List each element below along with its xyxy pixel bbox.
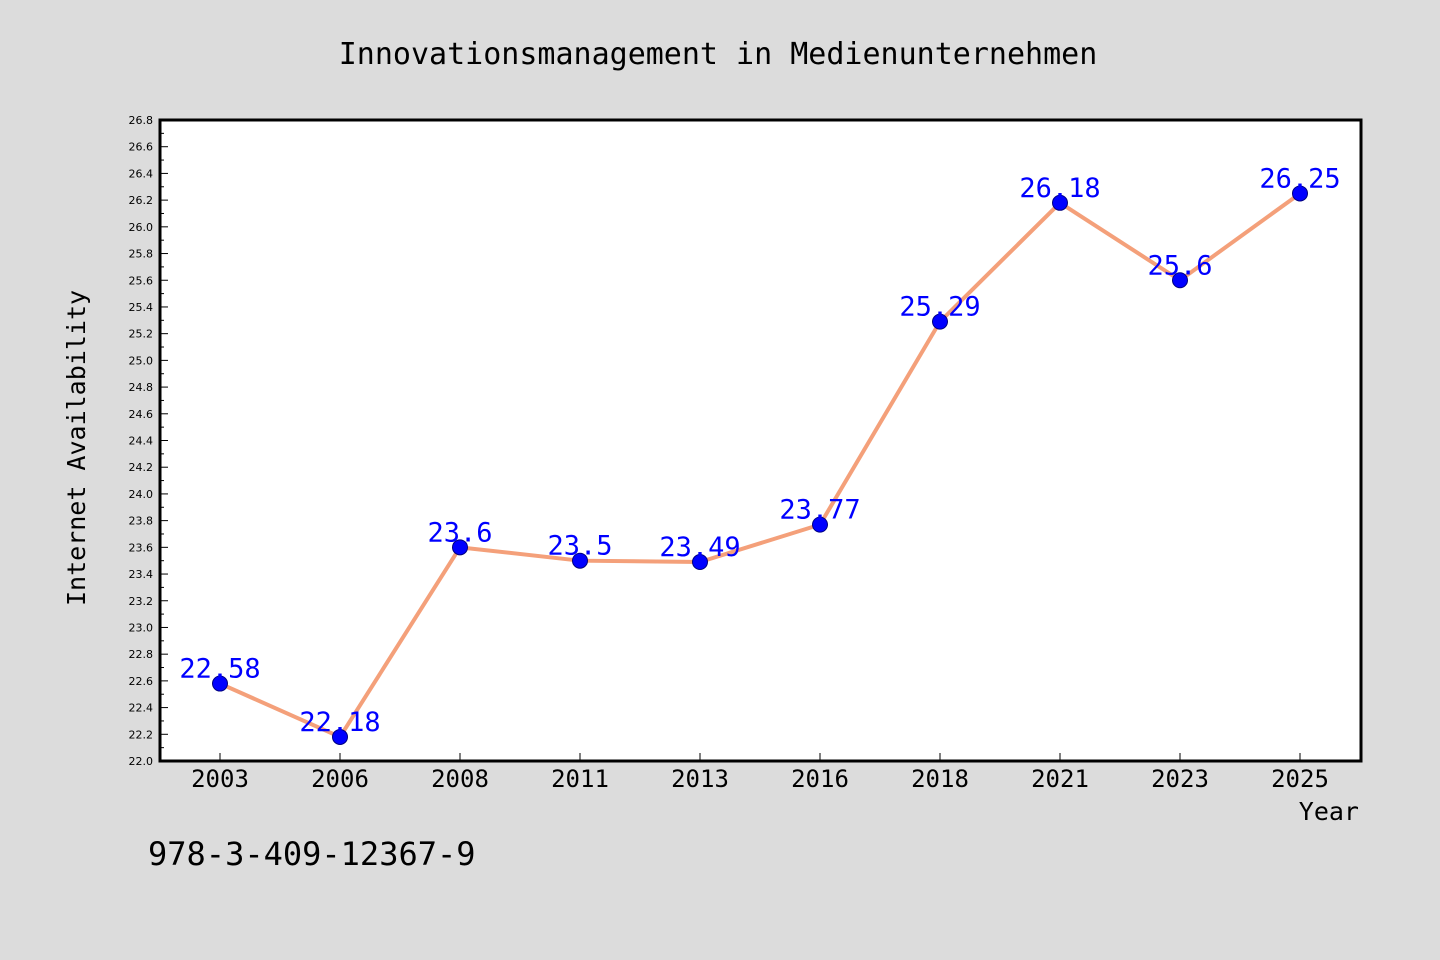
y-axis-ticks: 22.0 22.2 22.4 22.6 22.8 23.0 23.2 23.4 23.6 23.8… [129, 114, 168, 768]
y-tick-label: 23.6 [129, 541, 154, 554]
data-point [812, 516, 828, 533]
data-label: 26.25 [1259, 163, 1340, 194]
x-tick-label: 2003 [191, 765, 249, 793]
x-tick-label: 2023 [1151, 765, 1209, 793]
y-tick-label: 25.8 [129, 248, 154, 261]
data-point [572, 552, 588, 569]
y-tick-label: 25.2 [129, 328, 154, 341]
data-label: 23.6 [427, 517, 492, 548]
y-axis-label: Internet Availability [62, 290, 91, 606]
y-tick-label: 23.4 [129, 568, 154, 581]
y-tick-label: 26.0 [129, 221, 154, 234]
x-tick-label: 2018 [911, 765, 969, 793]
y-tick-label: 24.8 [129, 381, 154, 394]
data-label: 22.58 [179, 654, 260, 685]
data-labels: 22.58 22.18 23.6 23.5 23.49 23.77 25.29 26.18 25… [179, 163, 1340, 738]
data-label: 23.77 [779, 495, 860, 526]
x-tick-label: 2016 [791, 765, 849, 793]
data-point [332, 728, 348, 745]
y-tick-label: 25.6 [129, 274, 154, 287]
y-tick-label: 26.6 [129, 141, 154, 154]
data-point [1172, 272, 1188, 289]
x-tick-label: 2013 [671, 765, 729, 793]
chart-title: Innovationsmanagement in Medienunternehm… [339, 37, 1098, 72]
x-tick-label: 2006 [311, 765, 369, 793]
data-point [932, 313, 948, 330]
y-tick-label: 23.8 [129, 515, 154, 528]
y-tick-label: 22.8 [129, 648, 154, 661]
y-tick-label: 22.2 [129, 728, 154, 741]
y-tick-label: 26.4 [129, 167, 154, 180]
x-tick-label: 2011 [551, 765, 609, 793]
data-point [692, 554, 708, 571]
data-point [1292, 185, 1308, 202]
data-label: 23.5 [547, 531, 612, 562]
y-tick-label: 24.0 [129, 488, 154, 501]
isbn-code: 978-3-409-12367-9 [148, 835, 476, 873]
y-tick-label: 26.2 [129, 194, 154, 207]
data-label: 25.29 [899, 292, 980, 323]
series-line [219, 191, 1302, 739]
series [212, 185, 1308, 745]
data-point [452, 539, 468, 556]
data-point [1052, 194, 1068, 211]
x-tick-label: 2025 [1271, 765, 1329, 793]
y-tick-label: 24.2 [129, 461, 154, 474]
y-tick-label: 25.0 [129, 354, 154, 367]
data-point [212, 675, 228, 692]
data-label: 25.6 [1147, 250, 1212, 281]
y-tick-label: 23.0 [129, 621, 154, 634]
y-tick-label: 22.6 [129, 675, 154, 688]
plot-area [160, 120, 1361, 761]
y-tick-label: 26.8 [129, 114, 154, 127]
x-axis-ticks: 2003 2006 2008 2011 2013 2016 2018 2021 2023 2025 [191, 753, 1329, 793]
y-tick-label: 24.4 [129, 435, 154, 448]
x-tick-label: 2021 [1031, 765, 1089, 793]
data-label: 22.18 [299, 707, 380, 738]
data-label: 23.49 [659, 532, 740, 563]
y-tick-label: 22.0 [129, 755, 154, 768]
x-tick-label: 2008 [431, 765, 489, 793]
y-tick-label: 23.2 [129, 595, 154, 608]
plot-frame [158, 118, 1363, 763]
y-tick-label: 24.6 [129, 408, 154, 421]
y-tick-label: 22.4 [129, 702, 154, 715]
x-axis-label: Year [1299, 797, 1359, 826]
data-label: 26.18 [1019, 173, 1100, 204]
y-tick-label: 25.4 [129, 301, 154, 314]
